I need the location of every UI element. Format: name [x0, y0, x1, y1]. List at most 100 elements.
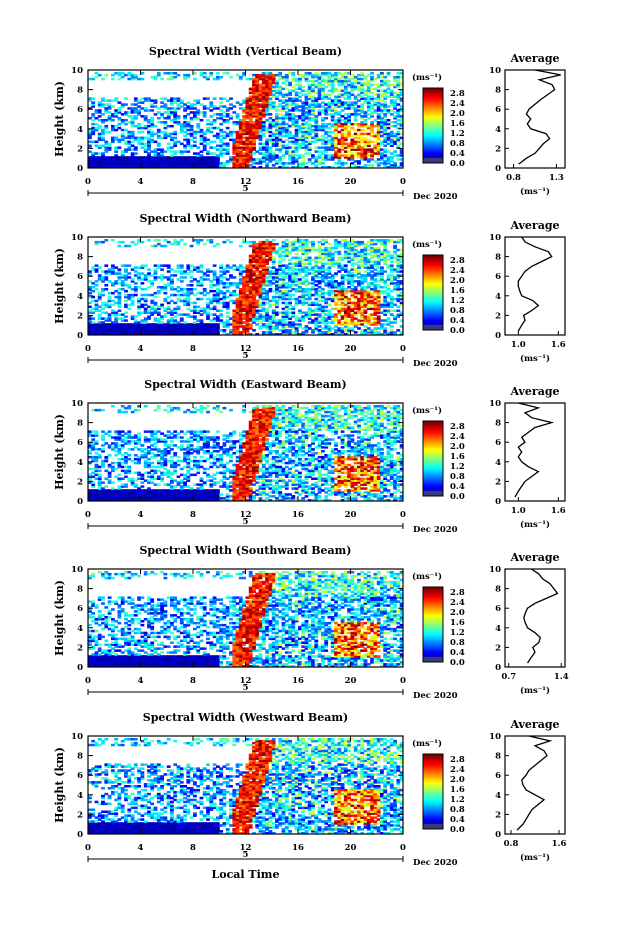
heatmap-cell	[268, 305, 273, 309]
heatmap-cell	[327, 122, 332, 126]
heatmap-cell	[294, 158, 299, 161]
heatmap-cell	[307, 313, 312, 316]
heatmap-cell	[353, 103, 358, 106]
heatmap-cell	[393, 140, 397, 144]
heatmap-cell	[353, 109, 358, 112]
heatmap-cell	[340, 103, 345, 106]
heatmap-cell	[396, 115, 401, 118]
heatmap-cell	[176, 307, 181, 311]
heatmap-cell	[363, 297, 368, 301]
heatmap-cell	[124, 244, 128, 248]
heatmap-cell	[193, 301, 197, 305]
heatmap-cell	[343, 268, 348, 271]
heatmap-cell	[97, 156, 102, 159]
heatmap-cell	[334, 113, 338, 116]
heatmap-cell	[366, 266, 371, 269]
heatmap-cell	[311, 103, 315, 106]
heatmap-cell	[353, 303, 358, 307]
heatmap-cell	[386, 111, 391, 114]
heatmap-cell	[271, 311, 276, 314]
heatmap-cell	[399, 91, 404, 95]
heatmap-cell	[117, 270, 122, 273]
heatmap-cell	[343, 325, 348, 328]
heatmap-cell	[275, 81, 279, 85]
heatmap-cell	[334, 95, 338, 98]
heatmap-cell	[366, 331, 371, 334]
heatmap-cell	[252, 95, 256, 98]
heatmap-cell	[281, 115, 286, 118]
heatmap-cell	[261, 295, 266, 299]
heatmap-cell	[334, 101, 338, 104]
heatmap-cell	[179, 272, 184, 275]
heatmap-cell	[229, 291, 233, 295]
heatmap-cell	[124, 311, 128, 314]
heatmap-cell	[245, 325, 250, 328]
heatmap-cell	[363, 258, 368, 262]
heatmap-cell	[370, 278, 374, 281]
heatmap-cell	[193, 132, 197, 136]
heatmap-cell	[166, 166, 171, 169]
heatmap-cell	[380, 148, 384, 151]
heatmap-cell	[327, 268, 332, 271]
heatmap-cell	[176, 270, 181, 273]
heatmap-cell	[360, 148, 365, 151]
heatmap-cell	[380, 81, 384, 85]
heatmap-cell	[238, 146, 243, 149]
heatmap-cell	[88, 132, 92, 136]
heatmap-cell	[373, 286, 378, 289]
heatmap-cell	[347, 280, 351, 283]
heatmap-cell	[324, 109, 329, 112]
heatmap-cell	[334, 323, 338, 326]
heatmap-cell	[324, 85, 329, 89]
heatmap-cell	[288, 323, 292, 326]
heatmap-cell	[360, 289, 365, 293]
heatmap-cell	[261, 272, 266, 275]
heatmap-cell	[245, 305, 250, 309]
heatmap-cell	[281, 321, 286, 324]
heatmap-cell	[114, 325, 119, 328]
heatmap-cell	[209, 126, 214, 130]
heatmap-cell	[343, 327, 348, 330]
heatmap-cell	[304, 311, 309, 314]
heatmap-cell	[189, 291, 194, 295]
heatmap-cell	[248, 270, 253, 273]
heatmap-cell	[330, 333, 335, 336]
heatmap-cell	[173, 301, 178, 305]
heatmap-cell	[101, 136, 105, 140]
heatmap-cell	[307, 295, 312, 299]
heatmap-cell	[117, 323, 122, 326]
heatmap-cell	[294, 280, 299, 283]
heatmap-cell	[130, 303, 135, 307]
heatmap-cell	[330, 284, 335, 287]
heatmap-cell	[97, 160, 102, 163]
y-axis-label: Height (km)	[53, 81, 66, 157]
heatmap-cell	[304, 113, 309, 116]
heatmap-cell	[156, 264, 161, 267]
heatmap-cell	[294, 323, 299, 326]
heatmap-cell	[380, 99, 384, 102]
heatmap-cell	[163, 323, 168, 326]
heatmap-cell	[284, 73, 289, 77]
heatmap-cell	[311, 87, 315, 91]
heatmap-cell	[275, 280, 279, 283]
heatmap-cell	[206, 77, 210, 81]
heatmap-cell	[363, 317, 368, 320]
heatmap-cell	[340, 288, 345, 291]
heatmap-cell	[127, 307, 132, 311]
heatmap-cell	[370, 72, 374, 75]
heatmap-cell	[114, 313, 119, 316]
heatmap-cell	[252, 250, 256, 254]
heatmap-cell	[91, 156, 96, 159]
heatmap-cell	[363, 99, 368, 102]
heatmap-cell	[127, 146, 132, 149]
heatmap-cell	[271, 156, 276, 159]
heatmap-cell	[265, 95, 269, 98]
heatmap-cell	[301, 156, 306, 159]
heatmap-cell	[245, 333, 250, 336]
heatmap-cell	[252, 280, 256, 283]
heatmap-cell	[189, 107, 194, 110]
heatmap-cell	[193, 266, 197, 269]
heatmap-cell	[124, 333, 128, 336]
heatmap-cell	[278, 260, 283, 263]
heatmap-cell	[366, 260, 371, 263]
